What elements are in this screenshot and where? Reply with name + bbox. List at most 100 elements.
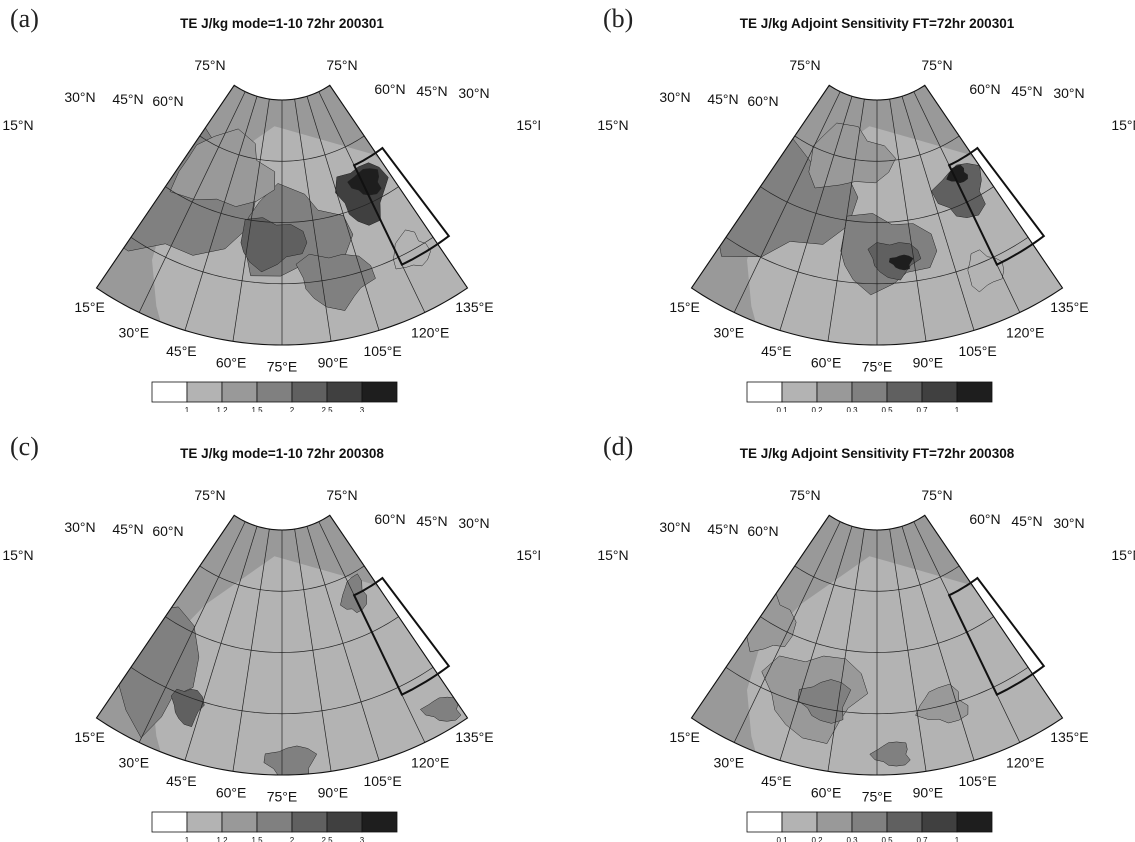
lat-label: 30°N xyxy=(659,89,690,105)
lon-label: 75°E xyxy=(267,788,298,804)
lat-label: 60°N xyxy=(969,81,1000,97)
lat-label: 15°N xyxy=(516,547,540,563)
lon-label: 45°E xyxy=(166,343,197,359)
map-title: TE J/kg Adjoint Sensitivity FT=72hr 2003… xyxy=(740,16,1015,31)
lon-label: 60°E xyxy=(216,784,247,800)
shade-region xyxy=(170,688,205,728)
lon-label: 135°E xyxy=(455,299,493,315)
colorbar-swatch xyxy=(921,381,958,403)
lon-label: 15°E xyxy=(74,729,105,745)
colorbar-tick: 0.7 xyxy=(916,406,928,412)
lon-label: 105°E xyxy=(363,773,401,789)
shade-region xyxy=(263,745,318,775)
shade-region xyxy=(915,683,969,724)
lat-label: 30°N xyxy=(458,515,489,531)
lat-label: 75°N xyxy=(194,57,225,73)
colorbar-tick: 0.5 xyxy=(881,836,893,842)
lat-label: 60°N xyxy=(747,93,778,109)
colorbar-swatch xyxy=(256,381,293,403)
lon-label: 105°E xyxy=(958,773,996,789)
lat-label: 75°N xyxy=(921,57,952,73)
lon-label: 75°E xyxy=(862,358,893,374)
lat-label: 60°N xyxy=(374,511,405,527)
colorbar-tick: 2 xyxy=(290,406,295,412)
colorbar-swatch xyxy=(186,381,223,403)
map-title: TE J/kg mode=1-10 72hr 200308 xyxy=(180,446,384,461)
lon-label: 30°E xyxy=(119,325,150,341)
colorbar-swatch xyxy=(746,811,783,833)
colorbar-swatch xyxy=(361,811,398,833)
lon-label: 75°E xyxy=(267,358,298,374)
map-title: TE J/kg Adjoint Sensitivity FT=72hr 2003… xyxy=(740,446,1015,461)
lat-label: 75°N xyxy=(789,487,820,503)
lon-label: 90°E xyxy=(913,784,944,800)
colorbar-swatch xyxy=(816,381,853,403)
lat-label: 60°N xyxy=(969,511,1000,527)
colorbar-tick: 1.5 xyxy=(251,836,263,842)
colorbar-swatch xyxy=(851,381,888,403)
panel-tag: (d) xyxy=(603,432,634,461)
colorbar-tick: 2.5 xyxy=(321,836,333,842)
lat-label: 30°N xyxy=(64,89,95,105)
colorbar-tick: 1 xyxy=(955,406,960,412)
lon-label: 120°E xyxy=(411,755,449,771)
lon-label: 60°E xyxy=(811,354,842,370)
shade-region xyxy=(869,741,911,767)
colorbar-swatch xyxy=(151,811,188,833)
lat-label: 60°N xyxy=(374,81,405,97)
lon-label: 45°E xyxy=(166,773,197,789)
lat-label: 45°N xyxy=(416,513,447,529)
shade-region xyxy=(240,217,308,273)
colorbar: 1 1.2 1.5 2 2.5 3 xyxy=(151,811,398,842)
lat-label: 60°N xyxy=(152,523,183,539)
colorbar-swatch xyxy=(886,381,923,403)
lon-label: 120°E xyxy=(1006,325,1044,341)
colorbar-tick: 0.3 xyxy=(846,836,858,842)
colorbar-tick: 1.5 xyxy=(251,406,263,412)
colorbar: 0.1 0.2 0.3 0.5 0.7 1 xyxy=(746,811,993,842)
colorbar-tick: 0.1 xyxy=(776,836,788,842)
lon-label: 90°E xyxy=(318,354,349,370)
colorbar-swatch xyxy=(326,811,363,833)
colorbar-swatch xyxy=(851,811,888,833)
lat-label: 15°N xyxy=(2,547,33,563)
colorbar-swatch xyxy=(221,381,258,403)
lon-label: 75°E xyxy=(862,788,893,804)
shade-region xyxy=(347,168,382,196)
shade-region xyxy=(808,122,896,189)
colorbar-tick: 0.3 xyxy=(846,406,858,412)
lat-label: 30°N xyxy=(1053,85,1084,101)
lon-label: 30°E xyxy=(714,755,745,771)
lon-label: 90°E xyxy=(913,354,944,370)
map-svg: TE J/kg Adjoint Sensitivity FT=72hr 2003… xyxy=(597,446,1135,842)
colorbar-tick: 3 xyxy=(360,406,365,412)
lat-label: 30°N xyxy=(1053,515,1084,531)
panel-tag: (a) xyxy=(10,4,39,33)
lat-label: 15°N xyxy=(1111,547,1135,563)
colorbar-swatch xyxy=(186,811,223,833)
map-title: TE J/kg mode=1-10 72hr 200301 xyxy=(180,16,384,31)
colorbar-tick: 0.5 xyxy=(881,406,893,412)
lat-label: 45°N xyxy=(112,91,143,107)
colorbar-swatch xyxy=(291,811,328,833)
colorbar-swatch xyxy=(256,811,293,833)
lon-label: 120°E xyxy=(1006,755,1044,771)
lon-label: 105°E xyxy=(958,343,996,359)
lat-label: 45°N xyxy=(1011,513,1042,529)
shaded-field xyxy=(691,515,1063,775)
colorbar-tick: 1 xyxy=(955,836,960,842)
shaded-field xyxy=(691,85,1063,345)
colorbar-swatch xyxy=(151,381,188,403)
lon-label: 45°E xyxy=(761,773,792,789)
lat-label: 15°N xyxy=(516,117,540,133)
lon-label: 135°E xyxy=(1050,729,1088,745)
lon-label: 90°E xyxy=(318,784,349,800)
colorbar-swatch xyxy=(956,381,993,403)
colorbar-swatch xyxy=(291,381,328,403)
lat-label: 75°N xyxy=(921,487,952,503)
colorbar-tick: 2.5 xyxy=(321,406,333,412)
map-svg: TE J/kg mode=1-10 72hr 200301 15°N 30°N 45°… xyxy=(2,16,540,412)
shade-region xyxy=(295,253,376,311)
map-svg: TE J/kg mode=1-10 72hr 200308 15°N 30°N 45°… xyxy=(2,446,540,842)
lat-label: 75°N xyxy=(194,487,225,503)
